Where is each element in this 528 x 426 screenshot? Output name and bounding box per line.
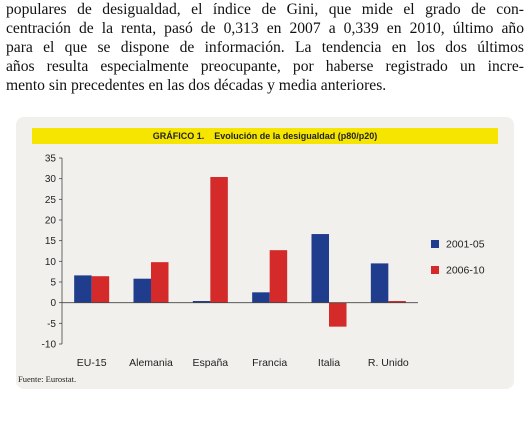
legend-label: 2001-05 [446, 239, 485, 251]
bar-series2 [91, 276, 110, 303]
paragraph-line: centración de la renta, pasó de 0,313 en… [6, 20, 524, 37]
bar-series2 [210, 177, 228, 303]
bar-series2 [329, 302, 347, 327]
x-tick-label: Alemania [129, 357, 173, 369]
y-tick-label: -5 [47, 319, 56, 330]
bar-series2 [151, 262, 169, 303]
body-paragraph: populares de desigualdad, el índice de G… [6, 0, 524, 95]
paragraph-line: populares de desigualdad, el índice de G… [6, 1, 524, 18]
legend-swatch [431, 240, 439, 248]
paragraph-line: años resulta especialmente preocupante, … [6, 58, 524, 75]
legend-swatch [431, 266, 439, 274]
bar-series1 [133, 278, 151, 303]
legend-label: 2006-10 [446, 265, 485, 277]
x-tick-label: EU-15 [77, 357, 107, 369]
bar-series1 [370, 263, 389, 303]
figure-title-bar: GRÁFICO 1. Evolución de la desigualdad (… [32, 128, 498, 144]
figure-panel [16, 117, 514, 389]
bar-series2 [388, 301, 406, 303]
figure-source: Fuente: Eurostat. [18, 374, 77, 384]
figure-number: GRÁFICO 1. [152, 131, 205, 141]
y-tick-label: 0 [50, 298, 56, 309]
y-tick-label: 25 [45, 195, 57, 206]
y-tick-label: -10 [42, 340, 57, 351]
paragraph-line: mento sin precedentes en las dos décadas… [6, 77, 387, 94]
figure-title: Evolución de la desigualdad (p80/p20) [214, 131, 378, 141]
bar-series1 [74, 275, 92, 303]
y-tick-label: 35 [45, 154, 57, 165]
paragraph-line: para el que se dispone de información. L… [6, 39, 524, 56]
y-tick-label: 30 [45, 174, 57, 185]
y-tick-label: 20 [45, 216, 57, 227]
y-tick-label: 15 [45, 236, 57, 247]
x-tick-label: Italia [318, 357, 340, 369]
bar-series1 [192, 301, 211, 303]
bar-series2 [269, 250, 288, 303]
y-tick-label: 10 [45, 257, 57, 268]
bar-series1 [252, 292, 270, 303]
x-tick-label: España [193, 357, 229, 369]
x-tick-label: Francia [252, 357, 287, 369]
y-tick-label: 5 [50, 278, 56, 289]
bar-series1 [311, 234, 329, 303]
x-tick-label: R. Unido [368, 357, 409, 369]
